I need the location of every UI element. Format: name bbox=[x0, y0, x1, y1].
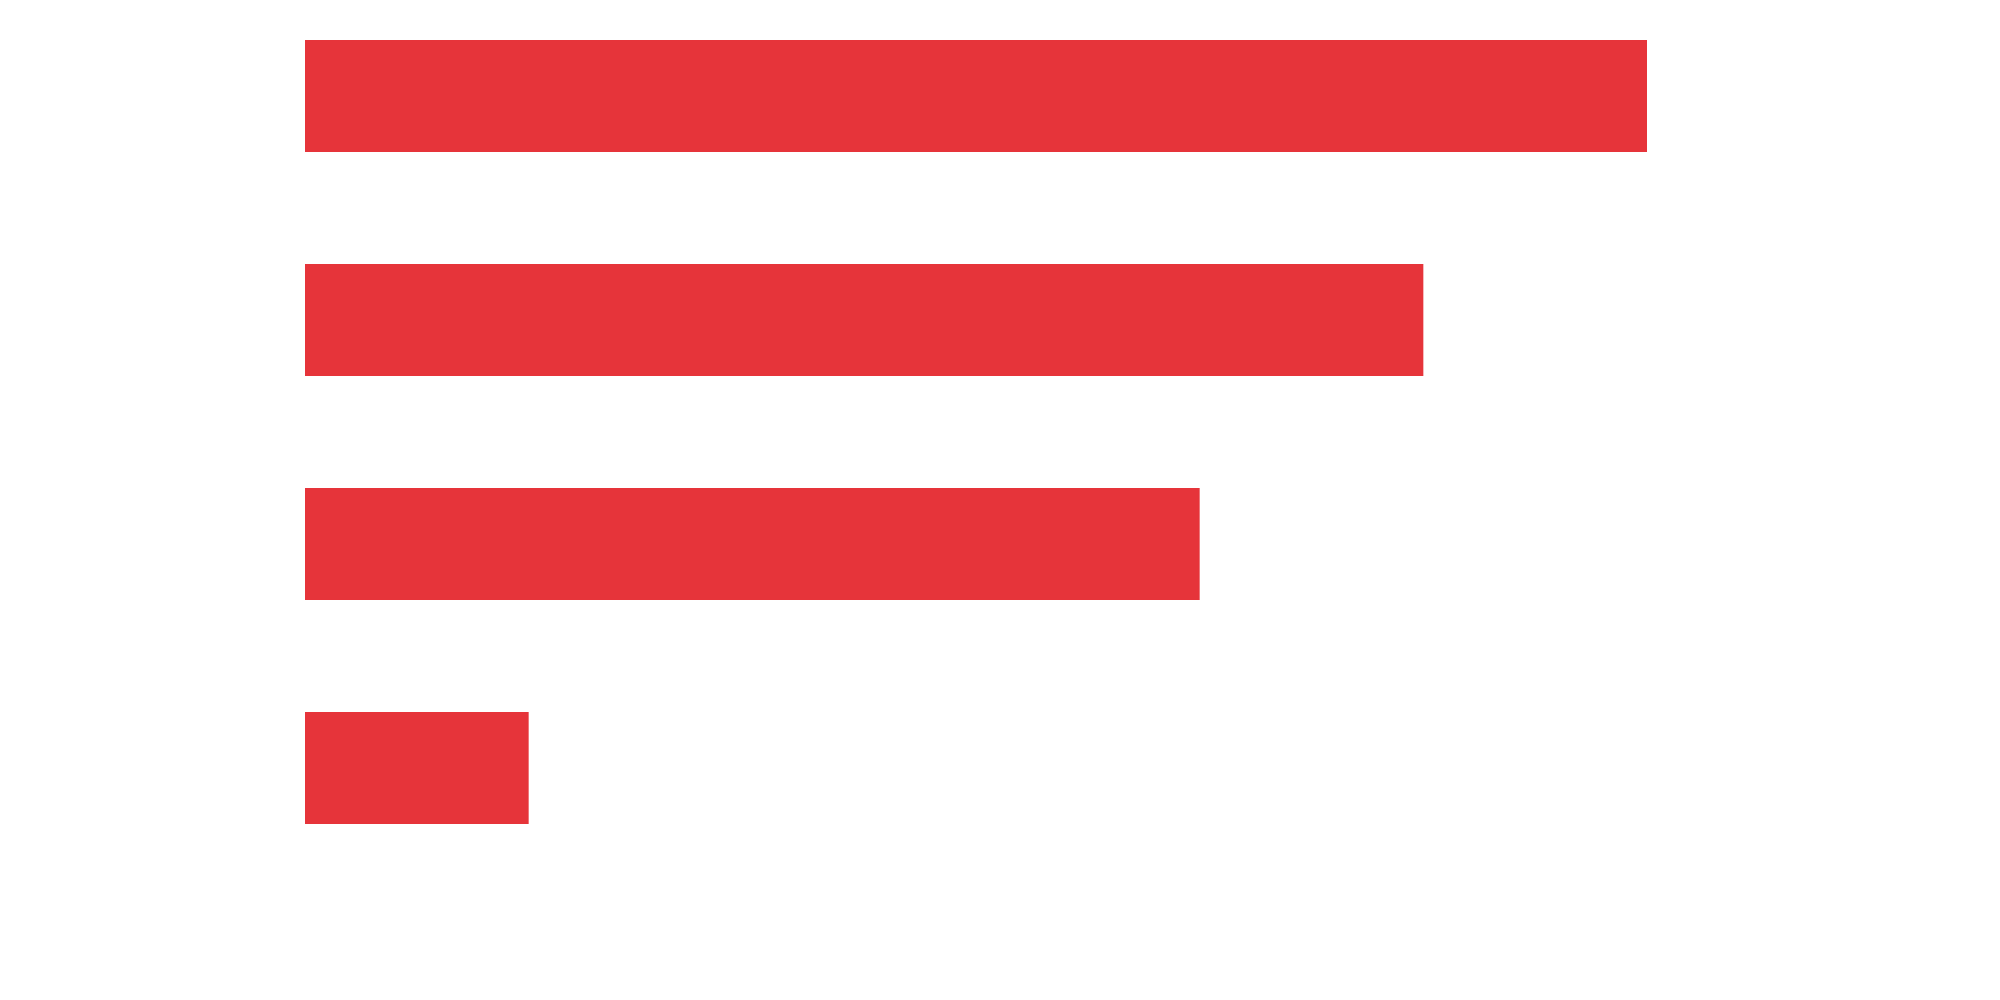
bars-group bbox=[305, 40, 1647, 824]
bar-1 bbox=[305, 40, 1647, 152]
bar-4 bbox=[305, 712, 529, 824]
bar-2 bbox=[305, 264, 1424, 376]
bar-3 bbox=[305, 488, 1200, 600]
